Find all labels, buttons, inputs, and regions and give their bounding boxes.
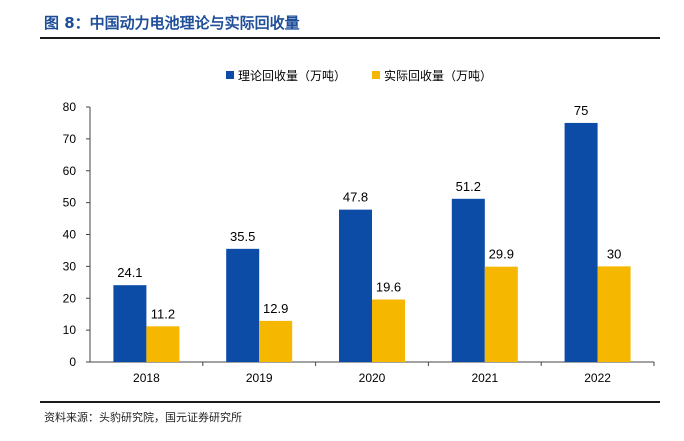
- data-label: 12.9: [263, 301, 288, 316]
- legend-swatch: [372, 71, 380, 79]
- x-tick-label: 2019: [246, 371, 273, 385]
- data-label: 51.2: [456, 179, 481, 194]
- legend-swatch: [226, 71, 234, 79]
- y-tick-label: 80: [63, 100, 77, 114]
- data-label: 19.6: [376, 280, 401, 295]
- y-tick-label: 40: [63, 228, 77, 242]
- y-tick-label: 50: [63, 196, 77, 210]
- legend-label: 理论回收量（万吨）: [238, 69, 346, 83]
- x-tick-label: 2021: [471, 371, 498, 385]
- figure-title: 图 8：中国动力电池理论与实际回收量: [44, 14, 300, 32]
- footer-divider: [40, 401, 660, 403]
- x-tick-label: 2018: [133, 371, 160, 385]
- source-note: 资料来源：头豹研究院，国元证券研究所: [44, 411, 242, 424]
- bar-actual: [484, 266, 518, 362]
- bar-actual: [259, 320, 293, 362]
- title-divider: [40, 37, 660, 39]
- axes: 0 10 20 30 40 50 60 70 80 2018 2019 2020 2021 2022: [63, 100, 655, 385]
- y-tick-label: 10: [63, 323, 77, 337]
- bar-theoretical: [113, 285, 147, 362]
- data-label: 47.8: [343, 190, 368, 205]
- legend-label: 实际回收量（万吨）: [384, 68, 492, 83]
- bar-actual: [597, 266, 631, 362]
- x-tick-label: 2020: [359, 371, 386, 385]
- bar-actual: [146, 326, 180, 362]
- data-label: 35.5: [230, 229, 255, 244]
- y-tick-label: 70: [63, 132, 77, 146]
- y-tick-label: 30: [63, 259, 77, 273]
- data-label: 11.2: [151, 306, 175, 321]
- y-tick-label: 20: [63, 291, 77, 305]
- bar-theoretical: [339, 209, 372, 362]
- data-label: 24.1: [117, 265, 142, 280]
- bar-theoretical: [451, 198, 485, 362]
- legend: 理论回收量（万吨） 实际回收量（万吨）: [226, 68, 492, 83]
- bars: [113, 122, 631, 362]
- data-label: 75: [574, 103, 588, 118]
- y-tick-label: 0: [69, 355, 76, 369]
- data-label: 30: [607, 246, 621, 261]
- bar-theoretical: [564, 122, 598, 362]
- data-labels: 24.1 11.2 35.5 12.9 47.8 19.6 51.2 29.9 75 30: [117, 103, 621, 321]
- bar-theoretical: [226, 248, 260, 362]
- data-label: 29.9: [489, 247, 514, 262]
- y-tick-label: 60: [63, 164, 77, 178]
- bar-actual: [372, 299, 405, 362]
- x-tick-label: 2022: [584, 371, 611, 385]
